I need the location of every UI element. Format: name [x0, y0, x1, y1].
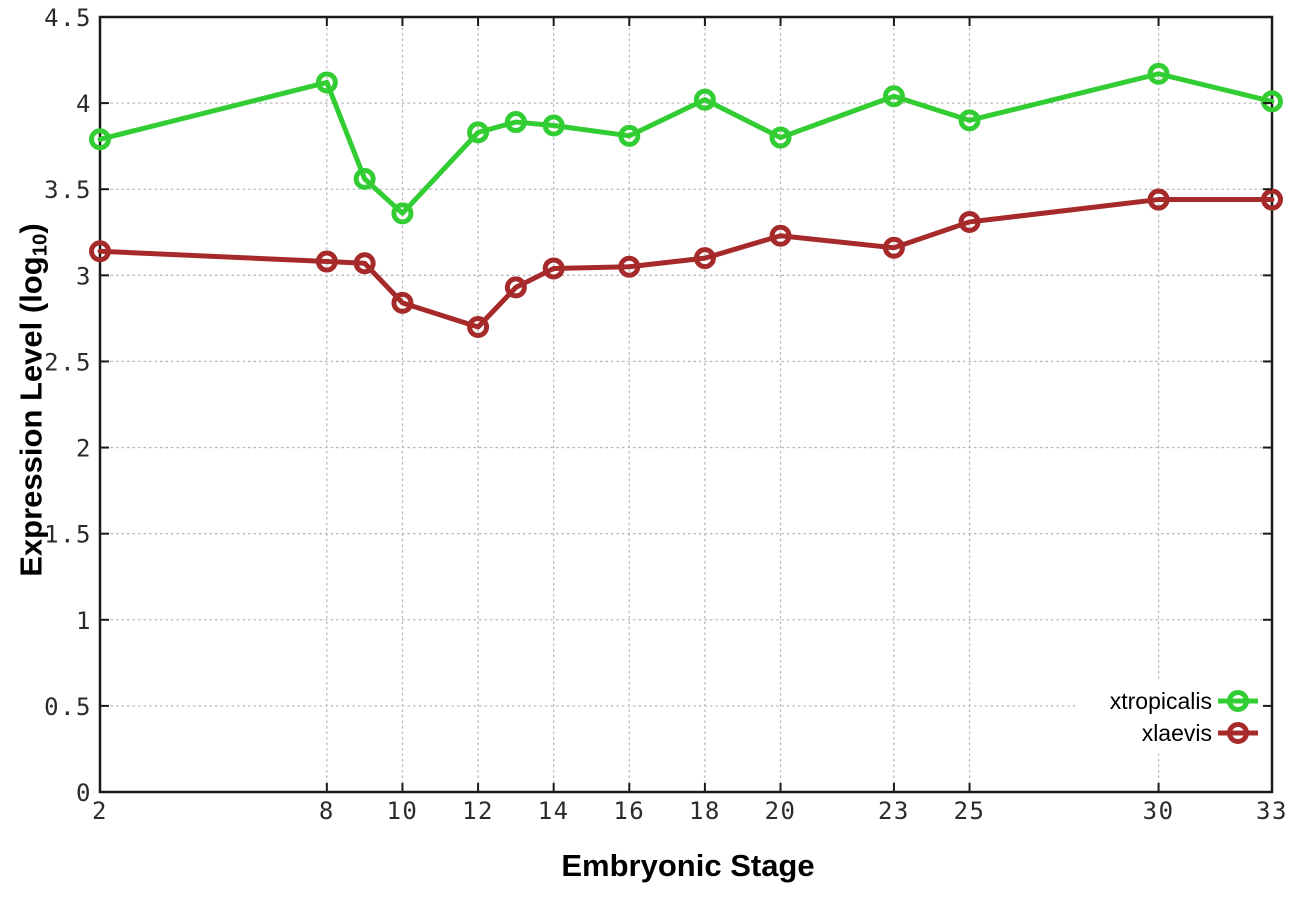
- y-tick-label: 4.5: [44, 4, 92, 32]
- data-point-xtropicalis: [769, 126, 792, 149]
- x-tick-label: 20: [765, 797, 797, 825]
- series-line-xlaevis: [97, 197, 1275, 330]
- data-point-xtropicalis: [504, 111, 527, 134]
- x-tick-label: 33: [1256, 797, 1288, 825]
- legend-label-xlaevis: xlaevis: [1142, 720, 1212, 746]
- y-tick-label: 4: [76, 90, 92, 118]
- data-point-xtropicalis: [618, 124, 641, 147]
- data-point-xtropicalis: [542, 114, 565, 137]
- legend-sample-marker-xtropicalis: [1227, 690, 1249, 712]
- x-tick-label: 30: [1143, 797, 1175, 825]
- x-tick-label: 16: [613, 797, 645, 825]
- x-tick-label: 25: [954, 797, 986, 825]
- data-point-xlaevis: [1261, 188, 1283, 211]
- data-point-xlaevis: [1147, 188, 1170, 211]
- x-tick-label: 18: [689, 797, 721, 825]
- data-point-xlaevis: [958, 210, 981, 233]
- x-tick-label: 8: [319, 797, 335, 825]
- legend-label-xtropicalis: xtropicalis: [1110, 688, 1212, 714]
- data-point-xtropicalis: [1261, 90, 1283, 113]
- y-tick-label: 1: [76, 607, 92, 635]
- data-point-xlaevis: [618, 255, 641, 278]
- data-point-xtropicalis: [89, 128, 111, 151]
- series-line-xtropicalis: [97, 71, 1275, 216]
- y-tick-label: 2: [76, 435, 92, 463]
- data-point-xlaevis: [391, 291, 414, 314]
- y-axis-title-text: Expression Level (log: [13, 256, 49, 577]
- data-point-xlaevis: [353, 252, 376, 275]
- data-point-xlaevis: [542, 257, 565, 280]
- data-point-xtropicalis: [882, 85, 905, 108]
- y-axis-title-subscript: 10: [28, 233, 52, 257]
- y-axis-title: Expression Level (log10): [13, 223, 52, 577]
- data-point-xtropicalis: [1147, 62, 1170, 85]
- data-point-xlaevis: [89, 240, 111, 263]
- x-tick-label: 12: [462, 797, 494, 825]
- data-point-xlaevis: [315, 250, 338, 273]
- data-point-xtropicalis: [958, 109, 981, 132]
- y-tick-label: 1.5: [44, 521, 92, 549]
- data-point-xtropicalis: [353, 167, 376, 190]
- data-point-xtropicalis: [391, 202, 414, 225]
- data-point-xlaevis: [882, 236, 905, 259]
- x-axis-title: Embryonic Stage: [561, 848, 815, 883]
- y-tick-label: 0: [76, 779, 92, 807]
- y-axis-title-suffix: ): [13, 223, 49, 234]
- y-tick-label: 3.5: [44, 176, 92, 204]
- y-tick-label: 0.5: [44, 693, 92, 721]
- data-point-xlaevis: [467, 316, 490, 338]
- data-point-xlaevis: [693, 247, 716, 270]
- legend-sample-marker-xlaevis: [1227, 722, 1249, 744]
- x-tick-label: 14: [538, 797, 570, 825]
- x-tick-label: 2: [92, 797, 108, 825]
- y-tick-label: 2.5: [44, 348, 92, 376]
- x-tick-label: 23: [878, 797, 910, 825]
- data-point-xtropicalis: [693, 88, 716, 111]
- data-point-xtropicalis: [467, 121, 490, 144]
- data-point-xtropicalis: [315, 71, 338, 94]
- data-point-xlaevis: [504, 276, 527, 299]
- data-point-xlaevis: [769, 224, 792, 247]
- x-tick-label: 10: [386, 797, 418, 825]
- plot-border: [98, 15, 1274, 794]
- y-tick-label: 3: [76, 262, 92, 290]
